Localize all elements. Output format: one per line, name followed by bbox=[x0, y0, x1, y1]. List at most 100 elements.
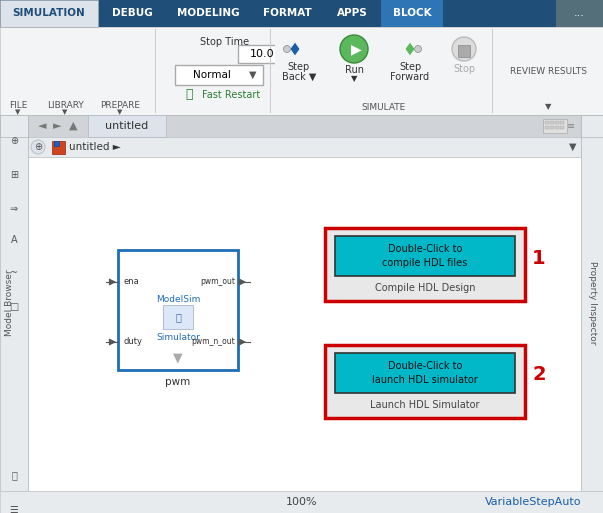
Bar bbox=[555, 121, 559, 124]
Text: Double-Click to: Double-Click to bbox=[388, 361, 462, 371]
Circle shape bbox=[414, 46, 421, 52]
Text: ►: ► bbox=[52, 121, 62, 131]
Text: 🖥: 🖥 bbox=[175, 312, 181, 322]
Text: Double-Click to: Double-Click to bbox=[388, 244, 462, 254]
Bar bbox=[270, 29, 271, 113]
Bar bbox=[163, 305, 193, 329]
Text: ▼: ▼ bbox=[569, 142, 576, 152]
Bar bbox=[0, 0, 603, 27]
Bar bbox=[581, 115, 603, 491]
Bar bbox=[325, 345, 525, 418]
Bar bbox=[543, 119, 567, 133]
Text: Fast Restart: Fast Restart bbox=[202, 90, 260, 100]
Text: ⊕: ⊕ bbox=[34, 142, 42, 152]
Text: duty: duty bbox=[124, 338, 143, 346]
Text: Launch HDL Simulator: Launch HDL Simulator bbox=[370, 400, 480, 410]
Bar bbox=[238, 45, 286, 63]
Text: ▲: ▲ bbox=[69, 121, 77, 131]
Text: pwm: pwm bbox=[165, 377, 191, 387]
Text: ≡: ≡ bbox=[567, 121, 575, 131]
Text: ◄: ◄ bbox=[38, 121, 46, 131]
Bar bbox=[0, 27, 603, 115]
Text: untitled ►: untitled ► bbox=[69, 142, 121, 152]
Bar bbox=[118, 250, 238, 370]
Text: ▼: ▼ bbox=[173, 351, 183, 365]
Text: 100%: 100% bbox=[286, 497, 317, 507]
Bar bbox=[0, 0, 98, 27]
Text: FILE: FILE bbox=[9, 101, 27, 109]
Text: untitled: untitled bbox=[106, 121, 148, 131]
Bar bbox=[155, 29, 156, 113]
Text: ▶: ▶ bbox=[351, 42, 361, 56]
Bar bbox=[0, 491, 603, 513]
Text: ▼: ▼ bbox=[15, 109, 21, 115]
Bar bbox=[384, 35, 436, 85]
Text: ⊞: ⊞ bbox=[10, 170, 18, 180]
Text: ▼: ▼ bbox=[545, 103, 551, 111]
Text: ModelSim: ModelSim bbox=[156, 295, 200, 305]
Bar bbox=[28, 137, 581, 157]
Text: Step: Step bbox=[288, 62, 310, 72]
Text: ...: ... bbox=[574, 9, 585, 18]
Text: MODELING: MODELING bbox=[177, 9, 240, 18]
Bar bbox=[444, 37, 484, 82]
Text: 📷: 📷 bbox=[11, 470, 17, 480]
Text: FORMAT: FORMAT bbox=[263, 9, 311, 18]
Text: Step: Step bbox=[399, 62, 421, 72]
Text: 1: 1 bbox=[532, 248, 546, 267]
Text: ▼: ▼ bbox=[62, 109, 68, 115]
Text: ▼: ▼ bbox=[118, 109, 122, 115]
Polygon shape bbox=[290, 42, 300, 56]
Text: REVIEW RESULTS: REVIEW RESULTS bbox=[510, 68, 587, 76]
Text: A: A bbox=[11, 235, 17, 245]
Text: 10.0: 10.0 bbox=[250, 49, 274, 59]
Bar bbox=[275, 35, 323, 85]
Text: ⇒: ⇒ bbox=[10, 204, 18, 214]
Text: ena: ena bbox=[124, 278, 140, 286]
Text: ⊕: ⊕ bbox=[10, 136, 18, 146]
Text: launch HDL simulator: launch HDL simulator bbox=[372, 375, 478, 385]
Bar bbox=[54, 141, 59, 146]
Bar bbox=[550, 121, 554, 124]
Text: Model Browser: Model Browser bbox=[5, 270, 14, 337]
Text: compile HDL files: compile HDL files bbox=[382, 258, 467, 268]
Circle shape bbox=[283, 46, 291, 52]
Text: pwm_n_out: pwm_n_out bbox=[191, 338, 235, 346]
Bar bbox=[556, 0, 603, 27]
Text: VariableStepAuto: VariableStepAuto bbox=[485, 497, 581, 507]
Bar bbox=[381, 0, 443, 27]
Bar bbox=[52, 141, 65, 154]
Text: Compile HDL Design: Compile HDL Design bbox=[374, 283, 475, 293]
Text: ▼: ▼ bbox=[249, 70, 257, 80]
Text: Normal: Normal bbox=[193, 70, 231, 80]
Bar bbox=[175, 65, 263, 85]
Bar bbox=[0, 115, 28, 491]
Text: ☰: ☰ bbox=[10, 505, 18, 513]
Bar bbox=[0, 115, 28, 137]
Text: 2: 2 bbox=[532, 365, 546, 385]
Text: pwm_out: pwm_out bbox=[200, 278, 235, 286]
Bar bbox=[335, 236, 515, 276]
Bar bbox=[335, 353, 515, 393]
Text: Back ▼: Back ▼ bbox=[282, 72, 316, 82]
Bar bbox=[458, 45, 470, 57]
Bar bbox=[545, 126, 549, 129]
Text: 🔃: 🔃 bbox=[185, 89, 192, 102]
Bar bbox=[330, 32, 378, 87]
Bar bbox=[88, 115, 166, 137]
Text: Stop Time: Stop Time bbox=[200, 37, 249, 47]
Bar bbox=[0, 115, 603, 137]
Text: BLOCK: BLOCK bbox=[393, 9, 431, 18]
Bar bbox=[28, 157, 581, 491]
Text: PREPARE: PREPARE bbox=[100, 101, 140, 109]
Text: Run: Run bbox=[344, 65, 364, 75]
Text: Simulator: Simulator bbox=[156, 333, 200, 343]
Bar bbox=[325, 228, 525, 301]
Bar bbox=[560, 121, 564, 124]
Text: Stop: Stop bbox=[453, 64, 475, 74]
Circle shape bbox=[31, 140, 45, 154]
Text: DEBUG: DEBUG bbox=[112, 9, 153, 18]
Bar bbox=[545, 121, 549, 124]
Circle shape bbox=[340, 35, 368, 63]
Polygon shape bbox=[405, 42, 415, 56]
